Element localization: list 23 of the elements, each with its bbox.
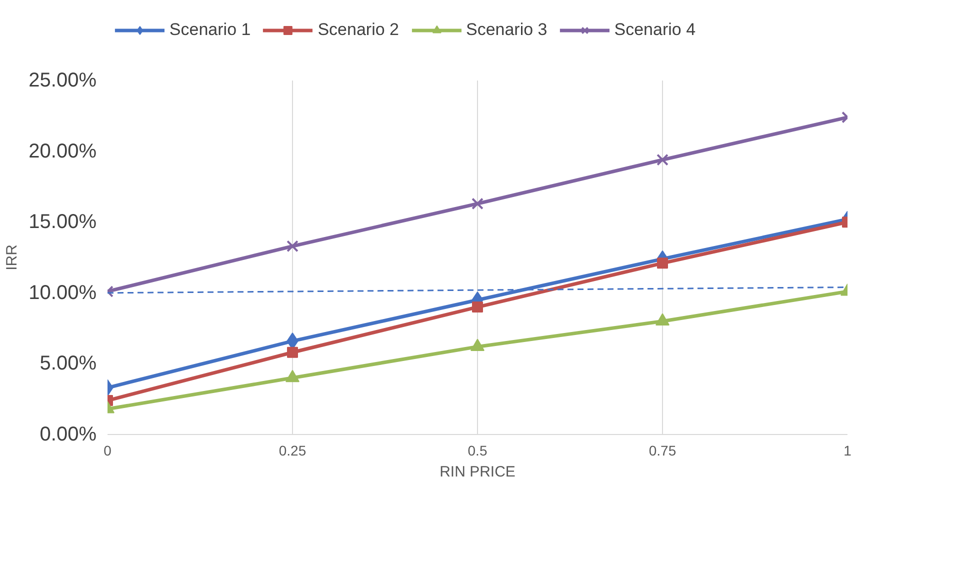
legend-label: Scenario 4	[614, 20, 696, 40]
point	[472, 198, 484, 210]
y-tick-label: 10.00%	[28, 282, 97, 304]
y-tick-label: 5.00%	[40, 352, 97, 375]
x-axis-title: RIN PRICE	[440, 464, 516, 480]
x-tick-label: 0	[104, 442, 112, 458]
y-tick-label: 20.00%	[28, 140, 97, 162]
x-tick-label: 0.5	[468, 442, 488, 458]
legend-label: Scenario 2	[318, 20, 399, 40]
y-tick-label: 0.00%	[40, 424, 97, 446]
x-tick-label: 0.25	[278, 442, 306, 458]
legend-label: Scenario 3	[466, 20, 548, 40]
point	[287, 346, 298, 358]
point	[472, 302, 483, 313]
x-tick-label: 1	[844, 442, 852, 458]
point	[656, 154, 668, 166]
y-axis-title: IRR	[4, 244, 21, 270]
y-tick-label: 15.00%	[28, 211, 97, 234]
point	[657, 258, 668, 269]
point	[286, 240, 298, 252]
x-tick-label: 0.75	[648, 442, 676, 458]
legend-label: Scenario 1	[169, 20, 251, 40]
y-tick-label: 25.00%	[28, 70, 97, 92]
